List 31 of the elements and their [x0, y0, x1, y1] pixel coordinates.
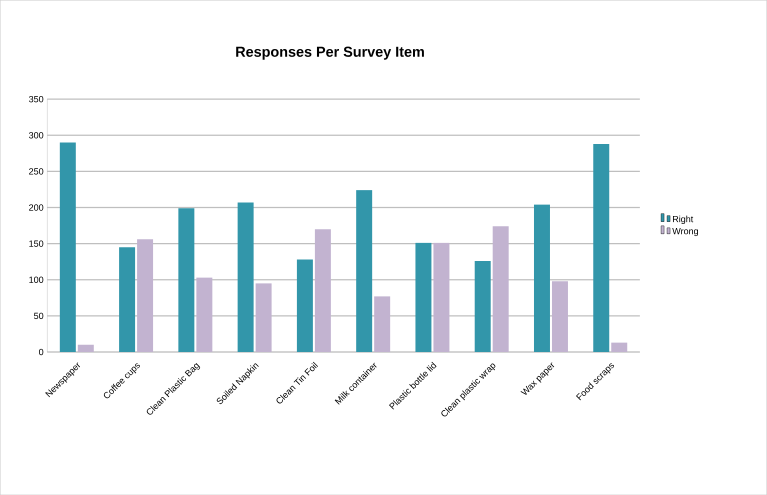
bar: [296, 259, 313, 352]
bar: [611, 342, 628, 352]
y-tick-label: 50: [34, 312, 44, 320]
bar: [256, 283, 272, 352]
legend-label: Right: [672, 216, 694, 224]
y-tick-label: 200: [29, 204, 44, 211]
y-tick-label: 100: [29, 276, 44, 283]
bar: [119, 247, 136, 352]
y-tick-label: 250: [29, 168, 44, 175]
bar: [374, 296, 390, 352]
bar: [356, 190, 372, 352]
bar: [196, 278, 212, 352]
y-tick-label: 0: [38, 348, 44, 356]
bar: [552, 281, 568, 352]
bar: [593, 144, 610, 352]
y-tick-label: 350: [28, 96, 44, 102]
bar: [314, 229, 331, 352]
bar: [474, 260, 491, 352]
bar: [137, 239, 154, 352]
bar: [415, 242, 432, 352]
bar: [78, 344, 94, 352]
y-tick-label: 300: [28, 132, 44, 138]
bar: [492, 226, 509, 352]
bar: [178, 208, 194, 352]
bar: [534, 204, 550, 352]
bar: [60, 142, 76, 352]
y-tick-label: 150: [29, 240, 44, 247]
chart-title: Responses Per Survey Item: [236, 46, 424, 60]
bar: [238, 202, 254, 352]
bar: [433, 242, 450, 352]
legend-label: Wrong: [672, 228, 698, 236]
